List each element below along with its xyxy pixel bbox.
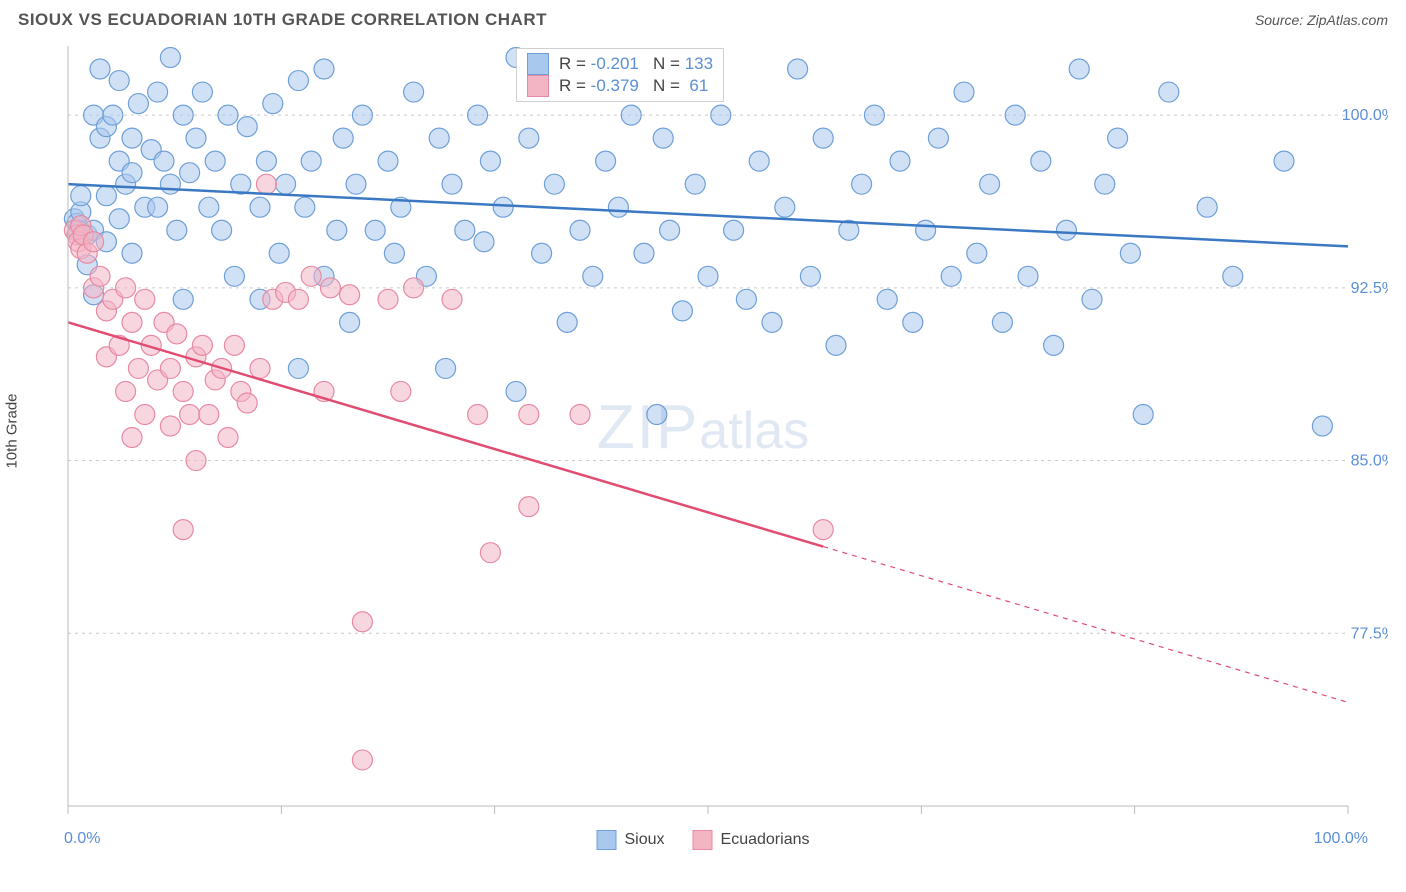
legend-item: Ecuadorians: [693, 830, 810, 850]
svg-text:92.5%: 92.5%: [1351, 280, 1388, 297]
svg-text:77.5%: 77.5%: [1351, 625, 1388, 642]
source-label: Source: ZipAtlas.com: [1255, 12, 1388, 28]
scatter-chart: 77.5% 85.0% 92.5% 100.0%: [18, 36, 1388, 826]
legend-label: Ecuadorians: [721, 831, 810, 849]
legend-item: Sioux: [597, 830, 665, 850]
y-axis-label: 10th Grade: [4, 393, 21, 468]
stat-row: R = -0.379 N = 61: [527, 75, 713, 97]
x-max-label: 100.0%: [1314, 830, 1368, 848]
chart-title: SIOUX VS ECUADORIAN 10TH GRADE CORRELATI…: [18, 10, 547, 30]
svg-text:100.0%: 100.0%: [1342, 107, 1388, 124]
chart-area: 10th Grade 77.5%85.0%92.5%100.0% ZIPatla…: [18, 36, 1388, 826]
legend-swatch: [597, 830, 617, 850]
stat-row: R = -0.201 N = 133: [527, 53, 713, 75]
legend-label: Sioux: [625, 831, 665, 849]
stat-legend: R = -0.201 N = 133R = -0.379 N = 61: [516, 48, 724, 102]
series-legend: Sioux Ecuadorians: [597, 830, 810, 850]
svg-text:85.0%: 85.0%: [1351, 453, 1388, 470]
legend-swatch: [527, 53, 549, 75]
header: SIOUX VS ECUADORIAN 10TH GRADE CORRELATI…: [0, 0, 1406, 36]
legend-swatch: [527, 75, 549, 97]
x-axis-area: 0.0% Sioux Ecuadorians 100.0%: [18, 830, 1388, 860]
legend-swatch: [693, 830, 713, 850]
x-min-label: 0.0%: [64, 830, 100, 848]
